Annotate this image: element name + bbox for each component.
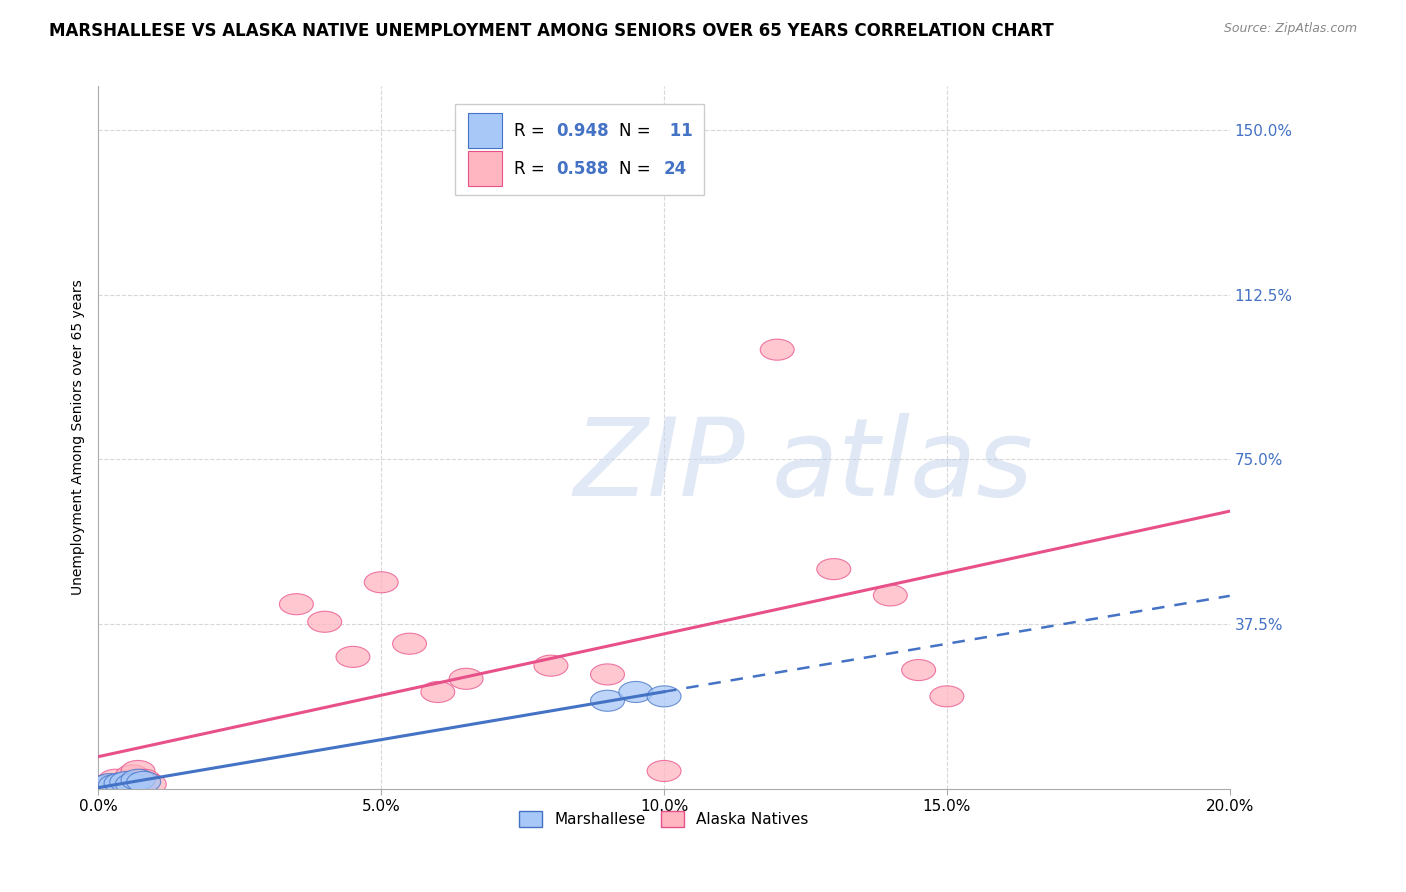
Legend: Marshallese, Alaska Natives: Marshallese, Alaska Natives	[513, 805, 815, 833]
Ellipse shape	[280, 594, 314, 615]
Y-axis label: Unemployment Among Seniors over 65 years: Unemployment Among Seniors over 65 years	[72, 279, 86, 595]
Ellipse shape	[115, 773, 149, 795]
Ellipse shape	[110, 772, 143, 792]
Ellipse shape	[420, 681, 454, 703]
Ellipse shape	[93, 773, 127, 795]
Text: 11: 11	[664, 121, 693, 139]
Ellipse shape	[121, 761, 155, 781]
Ellipse shape	[308, 611, 342, 632]
Ellipse shape	[873, 585, 907, 606]
Ellipse shape	[364, 572, 398, 593]
Ellipse shape	[127, 769, 160, 790]
Ellipse shape	[591, 690, 624, 711]
Ellipse shape	[591, 664, 624, 685]
Ellipse shape	[619, 681, 652, 703]
Ellipse shape	[901, 659, 935, 681]
Text: Source: ZipAtlas.com: Source: ZipAtlas.com	[1223, 22, 1357, 36]
Ellipse shape	[132, 773, 166, 795]
Text: 24: 24	[664, 160, 688, 178]
Text: MARSHALLESE VS ALASKA NATIVE UNEMPLOYMENT AMONG SENIORS OVER 65 YEARS CORRELATIO: MARSHALLESE VS ALASKA NATIVE UNEMPLOYMEN…	[49, 22, 1054, 40]
Ellipse shape	[98, 774, 132, 796]
Ellipse shape	[647, 686, 681, 706]
Text: N =: N =	[619, 121, 655, 139]
Text: atlas: atlas	[772, 413, 1033, 518]
Text: ZIP: ZIP	[574, 413, 745, 518]
Ellipse shape	[104, 773, 138, 795]
Ellipse shape	[336, 647, 370, 667]
Ellipse shape	[761, 339, 794, 360]
Bar	[468, 151, 502, 186]
Ellipse shape	[98, 769, 132, 790]
Text: R =: R =	[513, 121, 550, 139]
Ellipse shape	[93, 773, 127, 795]
Ellipse shape	[449, 668, 484, 690]
Ellipse shape	[817, 558, 851, 580]
Ellipse shape	[534, 655, 568, 676]
Text: N =: N =	[619, 160, 655, 178]
Ellipse shape	[127, 772, 160, 792]
Ellipse shape	[104, 772, 138, 794]
Ellipse shape	[392, 633, 426, 654]
Ellipse shape	[121, 769, 155, 790]
Text: R =: R =	[513, 160, 550, 178]
Ellipse shape	[647, 761, 681, 781]
Text: 0.588: 0.588	[557, 160, 609, 178]
Ellipse shape	[929, 686, 965, 706]
Ellipse shape	[110, 776, 143, 797]
Ellipse shape	[87, 776, 121, 797]
FancyBboxPatch shape	[454, 103, 703, 195]
Ellipse shape	[87, 776, 121, 797]
Ellipse shape	[115, 764, 149, 786]
Text: 0.948: 0.948	[557, 121, 609, 139]
Bar	[468, 113, 502, 148]
